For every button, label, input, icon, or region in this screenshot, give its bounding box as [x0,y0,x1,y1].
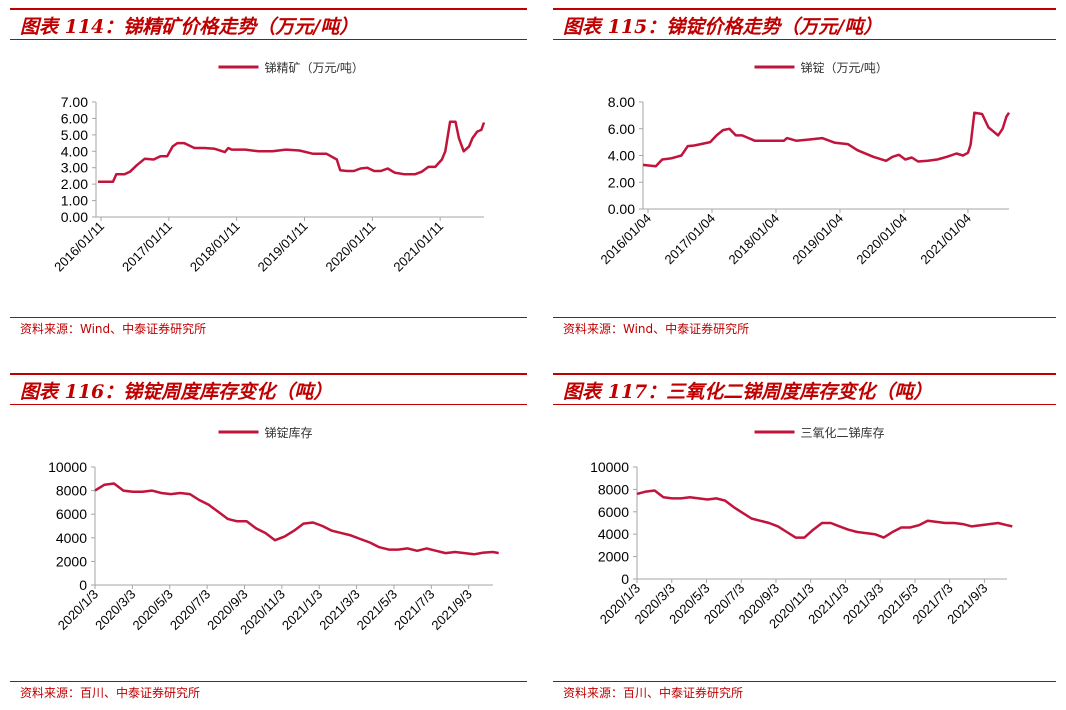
y-tick-label: 6.00 [608,121,635,137]
title-rule [10,373,527,375]
x-tick-label: 2020/1/3 [55,587,101,633]
x-tick-label: 2017/01/04 [661,211,718,268]
y-tick-label: 6000 [598,504,629,520]
panel-title: 图表 114：锑精矿价格走势（万元/吨） [20,16,359,38]
title-underline [553,404,1056,405]
x-tick-label: 2020/01/04 [853,211,910,268]
source-note: 资料来源：百川、中泰证券研究所 [20,686,201,700]
x-tick-label: 2021/01/11 [390,219,446,275]
legend-label: 锑锭（万元/吨） [801,61,888,75]
title-rule [553,8,1056,10]
y-tick-label: 0.00 [61,209,88,225]
series-line [98,120,486,183]
y-tick-label: 10000 [590,459,629,475]
x-tick-label: 2021/5/3 [354,587,400,633]
y-tick-label: 5.00 [61,127,88,143]
y-tick-label: 4000 [598,526,629,542]
y-tick-label: 2.00 [61,176,88,192]
x-tick-label: 2021/1/3 [279,587,325,633]
panel-title: 图表 116：锑锭周度库存变化（吨） [20,381,333,403]
panel-title: 图表 115：锑锭价格走势（万元/吨） [563,16,883,38]
y-tick-label: 0 [79,577,87,593]
title-underline [10,404,527,405]
y-tick-label: 10000 [48,459,87,475]
panel-114: 图表 114：锑精矿价格走势（万元/吨） 锑精矿（万元/吨） 0.00 1.00 2.… [10,0,527,350]
x-tick-label: 2020/01/11 [323,219,379,275]
title-rule [10,8,527,10]
x-tick-label: 2021/3/3 [316,587,362,633]
y-tick-label: 7.00 [61,94,88,110]
y-tick-label: 4.00 [61,143,88,159]
y-tick-label: 8000 [56,483,87,499]
y-tick-label: 1.00 [61,193,88,209]
x-tick-label: 2020/3/3 [92,587,138,633]
x-tick-label: 2017/01/11 [119,219,175,275]
y-tick-label: 2000 [56,553,87,569]
y-tick-label: 2.00 [608,174,635,190]
y-tick-label: 8000 [598,481,629,497]
series-line [94,482,499,556]
x-tick-label: 2018/01/11 [187,219,243,275]
x-tick-label: 2020/5/3 [129,587,175,633]
x-tick-label: 2021/01/04 [917,211,974,268]
series-line [636,489,1013,539]
y-tick-label: 2000 [598,549,629,565]
x-tick-label: 2020/7/3 [167,587,213,633]
legend-label: 锑精矿（万元/吨） [265,61,364,75]
chart-116: 锑锭库存 0 2000 4000 6000 8000 10000 2020/1/32020/3… [48,425,499,637]
source-rule [10,681,527,682]
panel-115: 图表 115：锑锭价格走势（万元/吨） 锑锭（万元/吨） 0.00 2.00 4.00… [553,0,1056,350]
title-underline [553,39,1056,40]
x-tick-label: 2019/01/11 [255,219,311,275]
x-tick-label: 2018/01/04 [725,211,782,268]
x-tick-label: 2019/01/04 [789,211,846,268]
y-tick-label: 4.00 [608,148,635,164]
y-tick-label: 4000 [56,530,87,546]
x-tick-label: 2021/9/3 [428,587,474,633]
panel-title: 图表 117：三氧化二锑周度库存变化（吨） [563,381,933,403]
panel-116: 图表 116：锑锭周度库存变化（吨） 锑锭库存 0 2000 4000 6000 8000… [10,365,527,710]
legend-label: 锑锭库存 [265,425,313,440]
x-tick-label: 2016/01/11 [51,219,107,275]
panel-117: 图表 117：三氧化二锑周度库存变化（吨） 三氧化二锑库存 0 2000 4000 60… [553,365,1056,710]
x-tick-label: 2021/7/3 [391,587,437,633]
chart-114: 锑精矿（万元/吨） 0.001.002.003.004.005.006.007.0… [51,61,486,275]
y-tick-label: 0 [621,571,629,587]
x-tick-label: 2016/01/04 [597,211,654,268]
source-note: 资料来源：Wind、中泰证券研究所 [563,322,750,336]
source-note: 资料来源：百川、中泰证券研究所 [563,686,744,700]
y-tick-label: 6000 [56,506,87,522]
source-rule [553,317,1056,318]
series-line [642,111,1011,168]
y-tick-label: 3.00 [61,160,88,176]
title-rule [553,373,1056,375]
y-tick-label: 0.00 [608,201,635,217]
y-tick-label: 8.00 [608,94,635,110]
title-underline [10,39,527,40]
chart-117: 三氧化二锑库存02000400060008000100002020/1/3202… [590,425,1013,631]
source-rule [10,317,527,318]
legend-label: 三氧化二锑库存 [801,425,885,440]
y-tick-label: 6.00 [61,110,88,126]
source-rule [553,681,1056,682]
source-note: 资料来源：Wind、中泰证券研究所 [20,322,207,336]
